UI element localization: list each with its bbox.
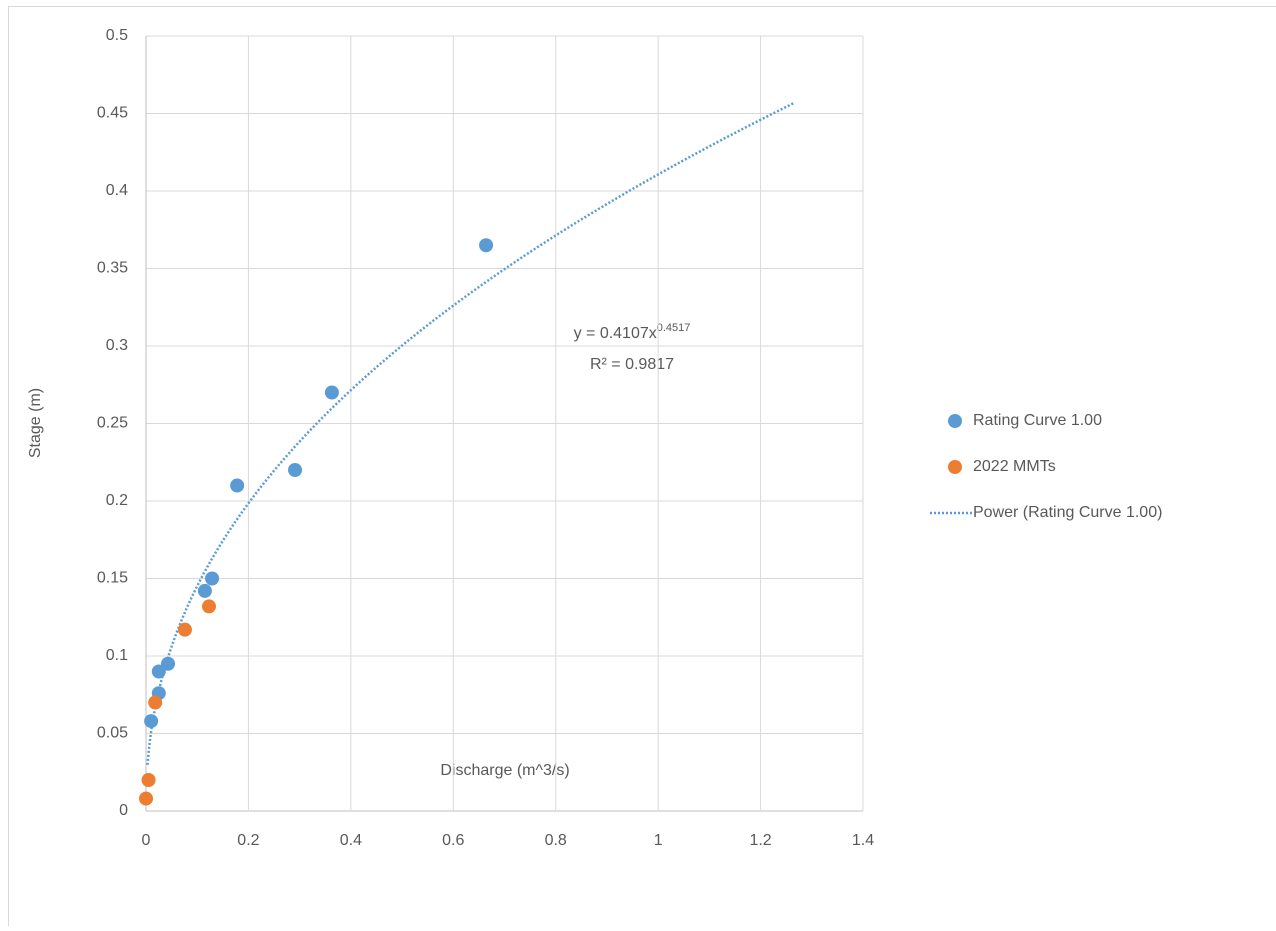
trendline	[148, 103, 794, 765]
trendline-r2: R² = 0.9817	[590, 356, 674, 373]
x-axis-title: Discharge (m^3/s)	[440, 762, 569, 779]
x-tick-label: 0.4	[340, 832, 362, 849]
y-tick-label: 0.4	[106, 182, 128, 199]
point	[288, 463, 302, 477]
point	[479, 238, 493, 252]
y-tick-label: 0	[119, 802, 128, 819]
y-tick-label: 0.5	[106, 27, 128, 44]
point	[198, 584, 212, 598]
point	[152, 665, 166, 679]
y-tick-label: 0.45	[97, 105, 128, 122]
point	[202, 599, 216, 613]
y-tick-label: 0.25	[97, 415, 128, 432]
equation-exponent: 0.4517	[657, 322, 691, 334]
trendline-equation: y = 0.4107x0.4517	[574, 322, 691, 342]
legend-marker	[948, 414, 962, 428]
legend-label: 2022 MMTs	[973, 458, 1056, 475]
legend-marker	[948, 460, 962, 474]
y-axis-title: Stage (m)	[27, 388, 44, 458]
point	[205, 572, 219, 586]
x-tick-label: 0	[142, 832, 151, 849]
point	[144, 714, 158, 728]
point	[325, 386, 339, 400]
y-tick-label: 0.05	[97, 725, 128, 742]
x-tick-label: 0.2	[237, 832, 259, 849]
legend-label: Rating Curve 1.00	[973, 412, 1102, 429]
point	[139, 792, 153, 806]
y-tick-label: 0.2	[106, 492, 128, 509]
chart-border	[9, 7, 1276, 927]
y-tick-label: 0.35	[97, 260, 128, 277]
x-tick-label: 1.2	[749, 832, 771, 849]
point	[178, 623, 192, 637]
equation-text: y = 0.4107x	[574, 325, 657, 342]
y-tick-label: 0.1	[106, 647, 128, 664]
point	[230, 479, 244, 493]
x-tick-label: 0.8	[545, 832, 567, 849]
y-tick-label: 0.3	[106, 337, 128, 354]
point	[142, 773, 156, 787]
x-tick-label: 0.6	[442, 832, 464, 849]
x-tick-label: 1.4	[852, 832, 874, 849]
x-tick-label: 1	[654, 832, 663, 849]
point	[148, 696, 162, 710]
legend-label: Power (Rating Curve 1.00)	[973, 504, 1162, 521]
y-tick-label: 0.15	[97, 570, 128, 587]
